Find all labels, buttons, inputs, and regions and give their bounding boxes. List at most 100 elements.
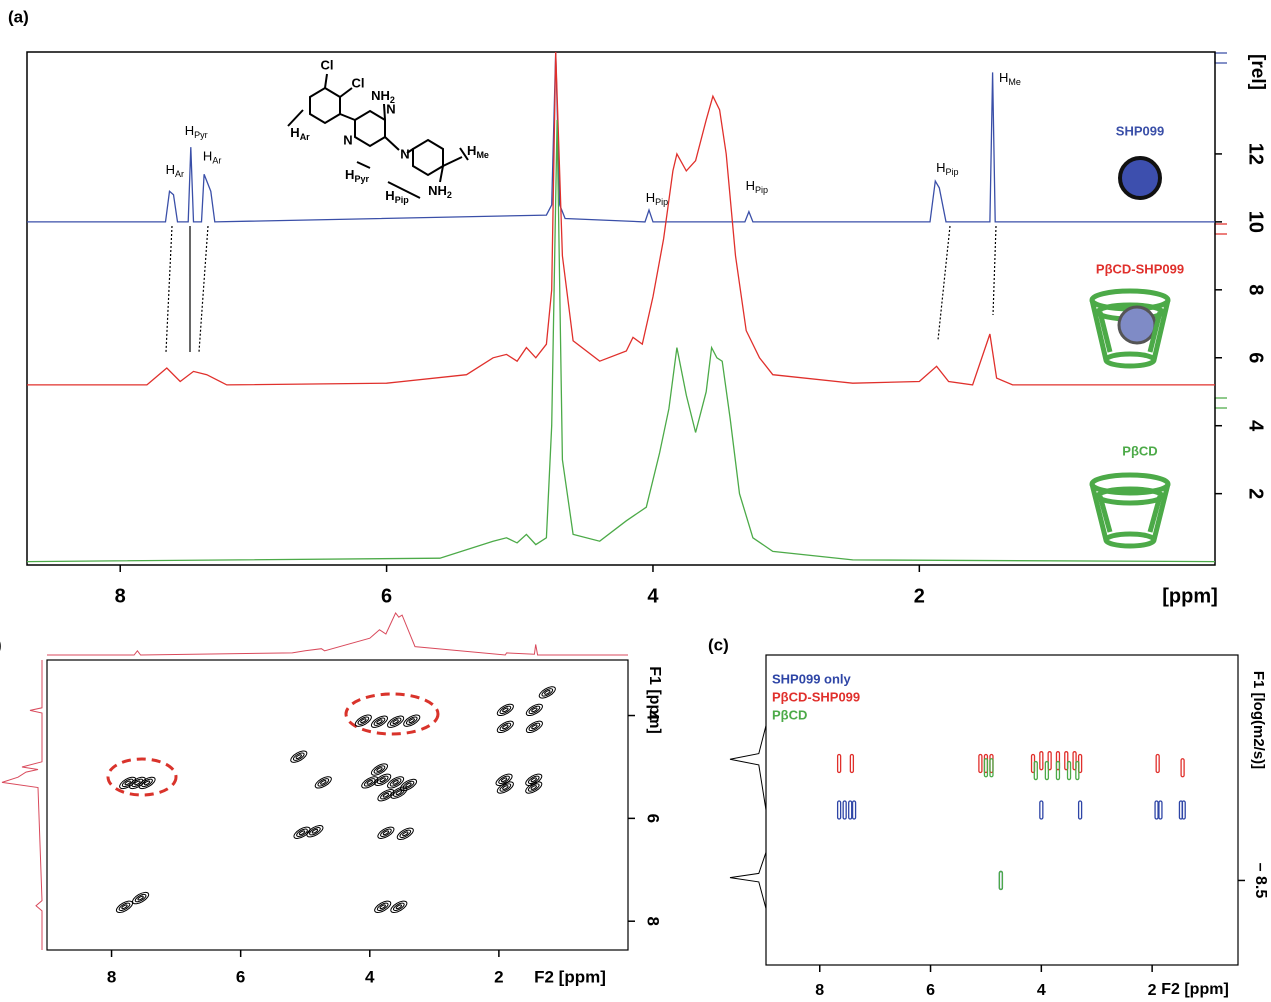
y-tick-label: 6 xyxy=(644,814,663,823)
dosy-peak xyxy=(1076,762,1079,780)
contour xyxy=(373,772,393,788)
peak-label-sub: Pip xyxy=(655,197,668,207)
dosy-peak xyxy=(853,801,856,819)
dosy-peak xyxy=(1155,801,1158,819)
contour xyxy=(499,722,512,732)
x-tick-label: 4 xyxy=(1037,982,1046,999)
contour xyxy=(392,902,405,912)
peak-label: HPip xyxy=(936,161,958,178)
legend-entry: SHP099 only xyxy=(772,671,852,686)
figure: (a)864224681012[ppm][rel]SHP099PβCD-SHP0… xyxy=(0,0,1271,1002)
contour xyxy=(524,780,544,796)
structure-label: Cl xyxy=(352,75,365,90)
contour xyxy=(308,826,321,836)
x-tick-label: 2 xyxy=(1148,982,1157,999)
f1-projection xyxy=(2,660,42,950)
y-tick-label: 8 xyxy=(1245,284,1267,295)
x-tick-label: 8 xyxy=(115,585,126,607)
dosy-peak xyxy=(984,759,987,777)
x-tick-label: 6 xyxy=(926,982,935,999)
contour xyxy=(305,823,325,839)
contour xyxy=(373,717,386,727)
dosy-peak xyxy=(843,801,846,819)
structure-label-main: H xyxy=(345,167,354,182)
page: (a)864224681012[ppm][rel]SHP099PβCD-SHP0… xyxy=(0,0,1271,1002)
x-tick-label: 8 xyxy=(815,982,824,999)
dosy-peak xyxy=(990,759,993,777)
contour xyxy=(399,777,419,793)
contour xyxy=(292,825,312,841)
contour xyxy=(525,702,545,718)
peak-connectors xyxy=(166,226,996,352)
peak-label: HAr xyxy=(166,163,184,180)
contour xyxy=(399,829,412,839)
contour xyxy=(131,890,151,906)
peak-label-sub: Ar xyxy=(175,170,184,180)
contour xyxy=(528,722,541,732)
peak-label-sub: Pip xyxy=(945,168,958,178)
contour xyxy=(317,777,330,787)
dosy-peak xyxy=(979,755,982,773)
dosy-peak xyxy=(1079,801,1082,819)
dosy-peak xyxy=(1156,755,1159,773)
legend-entry: PβCD xyxy=(772,707,807,722)
dosy-peak xyxy=(838,755,841,773)
contour xyxy=(528,705,541,715)
structure-label-sub: Ar xyxy=(300,132,310,142)
x-axis-label: F2 [ppm] xyxy=(534,967,606,986)
series-label: SHP099 xyxy=(1116,123,1164,138)
contour xyxy=(496,702,516,718)
structure-label: N xyxy=(386,101,395,116)
structure-label-sub: Pip xyxy=(395,195,410,205)
x-tick-label: 4 xyxy=(647,585,659,607)
spectrum-line xyxy=(27,52,1215,385)
contour xyxy=(541,687,554,697)
panel-label: (a) xyxy=(8,7,29,26)
contour xyxy=(402,713,422,729)
contour xyxy=(373,899,393,915)
panel-label: (b) xyxy=(0,635,2,654)
contour xyxy=(524,772,544,788)
plot-frame xyxy=(47,660,628,950)
peak-label: HAr xyxy=(203,149,221,166)
dosy-peak xyxy=(850,755,853,773)
x-tick-label: 2 xyxy=(914,585,925,607)
y-tick-label: 8 xyxy=(644,916,663,925)
series-label: PβCD xyxy=(1122,443,1157,458)
structure-label: N xyxy=(343,132,352,147)
dosy-peak xyxy=(999,871,1002,889)
dosy-peaks xyxy=(838,752,1186,890)
structure-label: HAr xyxy=(290,125,310,142)
panel-label: (c) xyxy=(708,635,729,654)
x-axis-label: F2 [ppm] xyxy=(1161,981,1229,998)
x-tick-label: 4 xyxy=(365,967,375,986)
y-axis-label: F1 [ppm] xyxy=(646,666,663,734)
dosy-peak xyxy=(1040,752,1043,770)
y-axis-label: [rel] xyxy=(1247,54,1268,90)
contour xyxy=(389,777,402,787)
spectra xyxy=(27,52,1215,562)
contour xyxy=(292,752,305,762)
right-axis-markers xyxy=(1215,53,1227,408)
contour xyxy=(395,826,415,842)
dosy-peak xyxy=(1068,762,1071,780)
dosy-peak xyxy=(1182,801,1185,819)
contour xyxy=(134,893,147,903)
y-tick-label: 10 xyxy=(1245,211,1267,233)
contour xyxy=(376,825,396,841)
dosy-peak xyxy=(1034,762,1037,780)
contour xyxy=(357,716,370,726)
y-tick-label: 4 xyxy=(1245,420,1267,432)
structure-label-main: H xyxy=(385,188,394,203)
structure-label: NH2 xyxy=(428,183,452,200)
structure-label: Cl xyxy=(321,57,334,72)
peak-label-sub: Pyr xyxy=(194,131,208,141)
x-tick-label: 6 xyxy=(236,967,245,986)
peak-label-main: H xyxy=(203,149,212,164)
contour xyxy=(376,787,396,803)
contour xyxy=(389,899,409,915)
structure-label-sub: Me xyxy=(476,150,489,160)
contour xyxy=(389,717,402,727)
contour xyxy=(354,713,374,729)
cup-icon xyxy=(1092,475,1168,546)
